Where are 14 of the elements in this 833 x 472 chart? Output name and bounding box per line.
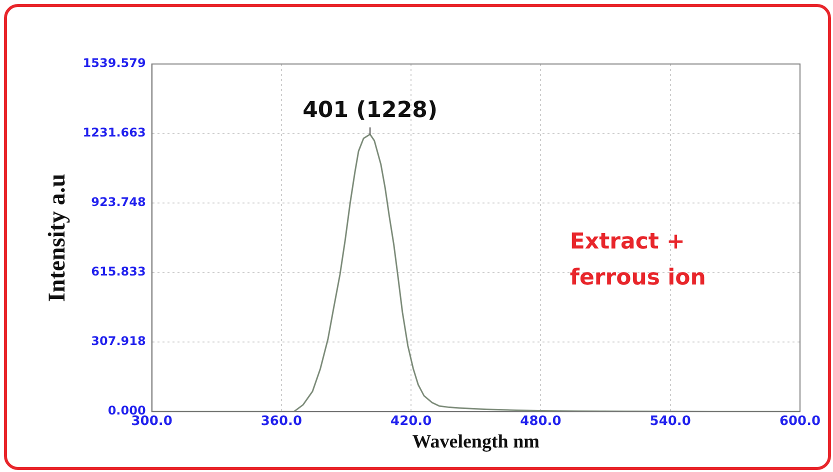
x-axis-title: Wavelength nm: [412, 432, 540, 453]
x-tick-label: 480.0: [520, 414, 562, 429]
y-tick-label: 923.748: [91, 195, 146, 210]
x-tick-label: 540.0: [650, 414, 691, 429]
y-tick-label: 1539.579: [82, 56, 146, 70]
y-tick-label: 1231.663: [82, 126, 146, 140]
y-tick-label: 615.833: [91, 264, 146, 279]
y-axis-title: Intensity a.u: [44, 174, 71, 302]
annotation: Extract + ferrous ion: [570, 230, 706, 291]
x-tick-label: 360.0: [260, 414, 302, 429]
y-tick-label: 307.918: [91, 334, 146, 348]
x-tick-label: 600.0: [779, 414, 821, 429]
x-tick-label: 420.0: [390, 414, 432, 429]
annotation: 401 (1228): [302, 98, 438, 124]
